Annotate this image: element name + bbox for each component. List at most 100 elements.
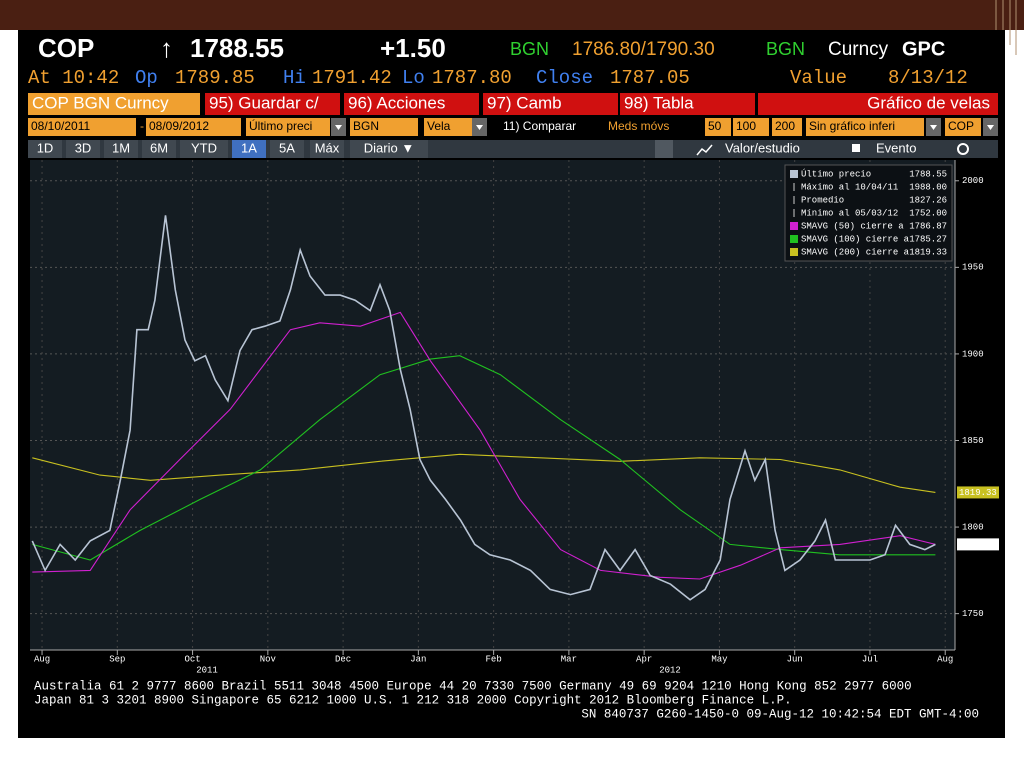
field-box[interactable]: [806, 118, 924, 136]
chart-type: Gráfico de velas: [867, 93, 990, 112]
legend-swatch: [790, 235, 798, 243]
settings-icon[interactable]: [957, 143, 969, 155]
chart-type-box: [758, 93, 998, 115]
legend-value: 1786.87: [909, 221, 947, 231]
dropdown-arrow: [987, 125, 994, 130]
tab[interactable]: [142, 140, 176, 158]
field-box[interactable]: [733, 118, 769, 136]
legend-value: 1819.33: [909, 247, 947, 257]
end-tag: [957, 486, 999, 499]
field-box[interactable]: [705, 118, 731, 136]
quote-at: At 10:42: [28, 67, 119, 89]
legend-label: SMAVG (200) cierre a: [801, 247, 910, 257]
x-tick-label: Jan: [410, 654, 426, 664]
y-tick-label: 2000: [962, 176, 984, 186]
x-tick-label: Nov: [260, 654, 277, 664]
field-box[interactable]: [28, 118, 136, 136]
legend-label: Máximo al 10/04/11: [801, 182, 898, 192]
field: -: [140, 119, 144, 133]
x-tick-label: May: [711, 654, 728, 664]
field-box[interactable]: [424, 118, 472, 136]
x-tick-label: Apr: [636, 654, 652, 664]
tab-label: 5A: [279, 140, 295, 155]
x-tick-label: Jul: [862, 654, 878, 664]
field-box[interactable]: [146, 118, 241, 136]
tool: Valor/estudio: [725, 140, 800, 155]
legend-label: Último precio: [801, 168, 871, 179]
x-tick-label: Sep: [109, 654, 125, 664]
series-line: [32, 311, 936, 580]
dropdown-arrow: [335, 125, 342, 130]
tool-icon: [696, 144, 713, 156]
end-tag-label: 1788.55: [959, 540, 997, 550]
series-line: [32, 453, 936, 493]
tab[interactable]: [66, 140, 100, 158]
y-tick-label: 1750: [962, 609, 984, 619]
toolbar-button[interactable]: [483, 93, 618, 115]
footer-line: SN 840737 G260-1450-0 09-Aug-12 10:42:54…: [581, 707, 979, 721]
tab-label: Diario ▼: [364, 140, 414, 155]
toolbar-button-label: 98) Tabla: [624, 93, 694, 112]
quote-date: 8/13/12: [888, 67, 968, 89]
toolbar-button-label: 96) Acciones: [348, 93, 445, 112]
legend-swatch: [790, 248, 798, 256]
toolbar-button[interactable]: [205, 93, 340, 115]
change: +1.50: [380, 33, 446, 63]
source: BGN: [766, 39, 805, 59]
field-box[interactable]: [945, 118, 981, 136]
legend-label: Promedio: [801, 195, 844, 205]
field: 200: [775, 119, 795, 133]
legend-swatch: [790, 222, 798, 230]
tab[interactable]: [180, 140, 228, 158]
x-tick-label: Dec: [335, 654, 351, 664]
legend-box: [784, 164, 953, 262]
quote-hi: 1791.42: [312, 67, 392, 89]
arrow: ↑: [160, 33, 173, 63]
tab-label: 3D: [75, 140, 92, 155]
tool-icon: [852, 144, 860, 152]
toolbar-button[interactable]: [620, 93, 755, 115]
tab[interactable]: [270, 140, 304, 158]
footer-line: Japan 81 3 3201 8900 Singapore 65 6212 1…: [34, 693, 792, 707]
legend-label: SMAVG (50) cierre a: [801, 221, 904, 231]
field: Último preci: [249, 118, 312, 133]
quote-value-label: Value: [790, 67, 847, 89]
tab[interactable]: [310, 140, 344, 158]
tab-label: Máx: [315, 140, 340, 155]
dropdown-arrow: [476, 125, 483, 130]
field-box[interactable]: [246, 118, 330, 136]
end-tag: [957, 538, 999, 551]
field: 08/09/2012: [149, 119, 209, 133]
y-tick-label: 1800: [962, 522, 984, 532]
ticker: COP: [38, 33, 94, 63]
tab[interactable]: [350, 140, 428, 158]
x-tick-label: Oct: [184, 654, 200, 664]
tab-label: 6M: [150, 140, 168, 155]
field-box[interactable]: [772, 118, 802, 136]
x-tick-label: Aug: [34, 654, 50, 664]
legend-label: SMAVG (100) cierre a: [801, 234, 910, 244]
tab[interactable]: [28, 140, 62, 158]
y-tick-label: 1950: [962, 263, 984, 273]
legend-value: 1788.55: [909, 169, 947, 179]
tab[interactable]: [104, 140, 138, 158]
toolbar-button[interactable]: [344, 93, 479, 115]
quote-op-label: Op: [135, 67, 158, 89]
y-tick-label: 1900: [962, 349, 984, 359]
field-box[interactable]: [350, 118, 418, 136]
legend-value: 1988.00: [909, 182, 947, 192]
tab-label: YTD: [191, 140, 217, 155]
tab[interactable]: [232, 140, 266, 158]
quote-op: 1789.85: [175, 67, 255, 89]
tool: Evento: [876, 140, 916, 155]
field: Vela: [427, 119, 451, 133]
tab-label: 1D: [37, 140, 54, 155]
y-tick-label: 1850: [962, 436, 984, 446]
series-line: [31, 215, 936, 601]
legend-value: 1785.27: [909, 234, 947, 244]
legend-swatch: [790, 170, 798, 178]
collapse-button[interactable]: [655, 140, 673, 158]
quote-hi-label: Hi: [283, 67, 306, 89]
field: 50: [708, 119, 722, 133]
